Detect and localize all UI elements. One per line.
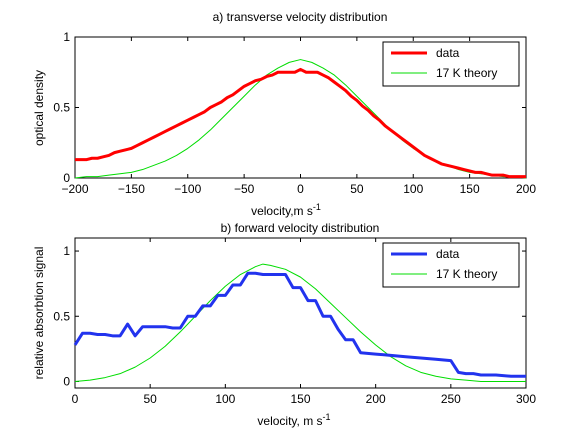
chart-b-xtick-label: 200 [366,392,386,406]
chart-a-xtick-label: 150 [460,182,480,196]
chart-b-xtick-label: 50 [143,392,157,406]
chart-a-legend: data 17 K theory [382,41,520,87]
chart-a-xtick-label: 200 [516,182,536,196]
chart-b-xlabel-main: velocity, m s [257,414,322,428]
chart-b-ytick-label: 1 [63,244,70,258]
chart-a-series-data-line [75,67,526,179]
chart-a-xtick-label: −200 [61,182,88,196]
chart-b-xtick-label: 100 [215,392,235,406]
chart-b-legend-data-label: data [436,247,460,261]
chart-a-xtick-label: −100 [174,182,201,196]
chart-a-legend-box [382,41,520,87]
chart-a-xtick-label: −150 [118,182,145,196]
chart-b-xtick-label: 150 [290,392,310,406]
chart-b-ytick-label: 0.5 [53,309,70,323]
chart-b-legend-box [382,242,520,288]
chart-b-xtick-label: 250 [441,392,461,406]
chart-a-xlabel-sup: -1 [313,202,321,212]
chart-b-title: b) forward velocity distribution [221,221,380,235]
chart-b-ylabel: relative absorbtion signal [32,247,46,380]
chart-a-xtick-label: −50 [234,182,255,196]
chart-a-xtick-label: 50 [350,182,364,196]
chart-a-xlabel: velocity,m s-1 [251,202,321,218]
chart-b-legend-theory-label: 17 K theory [436,267,497,281]
chart-a-ytick-label: 0.5 [53,101,70,115]
chart-b-ytick-label: 0 [63,374,70,388]
chart-b-legend: data 17 K theory [382,242,520,288]
chart-a-legend-theory-label: 17 K theory [436,66,497,80]
chart-b: b) forward velocity distribution 0 50 100 1… [32,221,536,428]
chart-b-series-data-line [73,271,526,378]
chart-a-xtick-label: 100 [403,182,423,196]
chart-a-title: a) transverse velocity distribution [213,10,388,24]
chart-b-series-theory-line [74,263,526,382]
chart-a: a) transverse velocity distribution −200… [32,10,536,218]
chart-a-legend-data-label: data [436,46,460,60]
chart-b-xtick-label: 300 [516,392,536,406]
chart-a-ytick-label: 1 [63,30,70,44]
chart-a-ylabel: optical density [32,70,46,146]
chart-a-xtick-label: 0 [297,182,304,196]
chart-a-xlabel-main: velocity,m s [251,204,313,218]
chart-b-xlabel: velocity, m s-1 [257,412,330,428]
chart-b-xlabel-sup: -1 [323,412,331,422]
chart-a-ytick-label: 0 [63,171,70,185]
chart-b-xtick-label: 0 [72,392,79,406]
